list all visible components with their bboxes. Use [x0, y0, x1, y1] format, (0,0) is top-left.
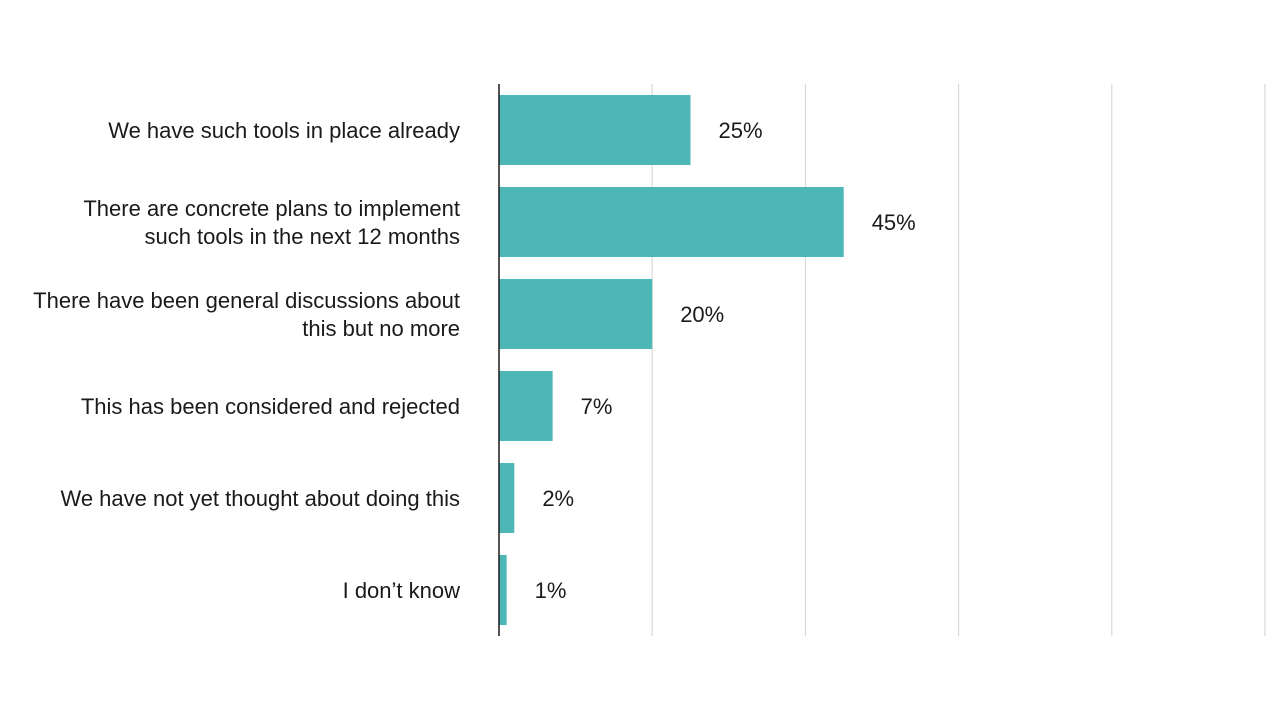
bars [499, 95, 844, 625]
gridlines [651, 84, 1266, 636]
category-labels: We have such tools in place already There… [33, 118, 460, 603]
data-label: 45% [872, 210, 916, 235]
bar [499, 279, 653, 349]
bar [499, 463, 515, 533]
category-label: We have not yet thought about doing this [60, 486, 460, 511]
data-label: 1% [535, 578, 567, 603]
bar [499, 555, 507, 625]
data-label: 20% [680, 302, 724, 327]
bar [499, 187, 844, 257]
category-label-line: this but no more [302, 316, 460, 341]
category-label-line: I don’t know [343, 578, 461, 603]
category-label: There are concrete plans to implement suc… [83, 196, 460, 249]
category-label-line: We have such tools in place already [108, 118, 460, 143]
category-label-line: There have been general discussions abou… [33, 288, 460, 313]
data-label: 7% [581, 394, 613, 419]
category-label: We have such tools in place already [108, 118, 460, 143]
category-label-line: such tools in the next 12 months [144, 224, 460, 249]
category-label: This has been considered and rejected [81, 394, 460, 419]
bar [499, 371, 553, 441]
category-label: I don’t know [343, 578, 461, 603]
category-label: There have been general discussions abou… [33, 288, 460, 341]
data-label: 2% [542, 486, 574, 511]
data-label: 25% [719, 118, 763, 143]
value-labels: 25% 45% 20% 7% 2% 1% [535, 118, 916, 603]
bar [499, 95, 691, 165]
category-label-line: This has been considered and rejected [81, 394, 460, 419]
category-label-line: We have not yet thought about doing this [60, 486, 460, 511]
category-label-line: There are concrete plans to implement [83, 196, 460, 221]
